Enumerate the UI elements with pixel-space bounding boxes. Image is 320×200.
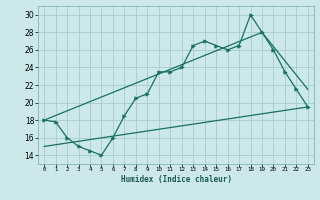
X-axis label: Humidex (Indice chaleur): Humidex (Indice chaleur) bbox=[121, 175, 231, 184]
